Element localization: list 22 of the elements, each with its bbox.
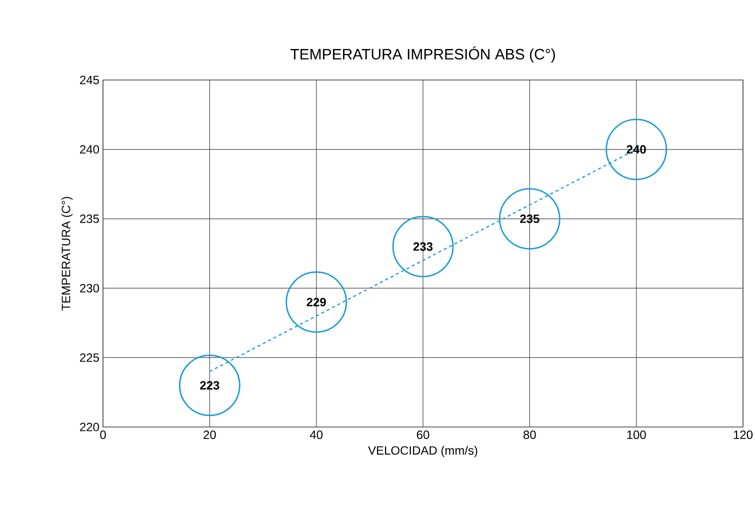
y-tick-label: 225: [80, 353, 99, 362]
x-tick-label: 120: [734, 430, 753, 440]
y-axis-title: TEMPERATURA (C°): [61, 196, 73, 311]
x-tick-label: 100: [627, 430, 646, 440]
x-axis-title: VELOCIDAD (mm/s): [368, 446, 478, 458]
x-tick-label: 80: [524, 430, 536, 440]
point: [606, 118, 668, 180]
x-tick-label: 20: [204, 430, 216, 440]
data-label: 233: [413, 242, 433, 251]
y-tick-label: 245: [80, 76, 99, 84]
y-tick-label: 240: [80, 145, 99, 154]
y-tick-label: 230: [80, 284, 99, 292]
chart-title: TEMPERATURA IMPRESIÓN ABS (C°): [290, 46, 555, 62]
point: [392, 216, 454, 278]
point: [286, 271, 348, 333]
x-tick-label: 0: [100, 430, 106, 440]
y-tick-label: 235: [80, 214, 99, 224]
x-tick-label: 60: [416, 430, 430, 440]
point: [178, 354, 240, 416]
y-tick-label: 220: [80, 422, 99, 432]
x-tick-label: 40: [310, 430, 323, 440]
point: [498, 188, 560, 250]
